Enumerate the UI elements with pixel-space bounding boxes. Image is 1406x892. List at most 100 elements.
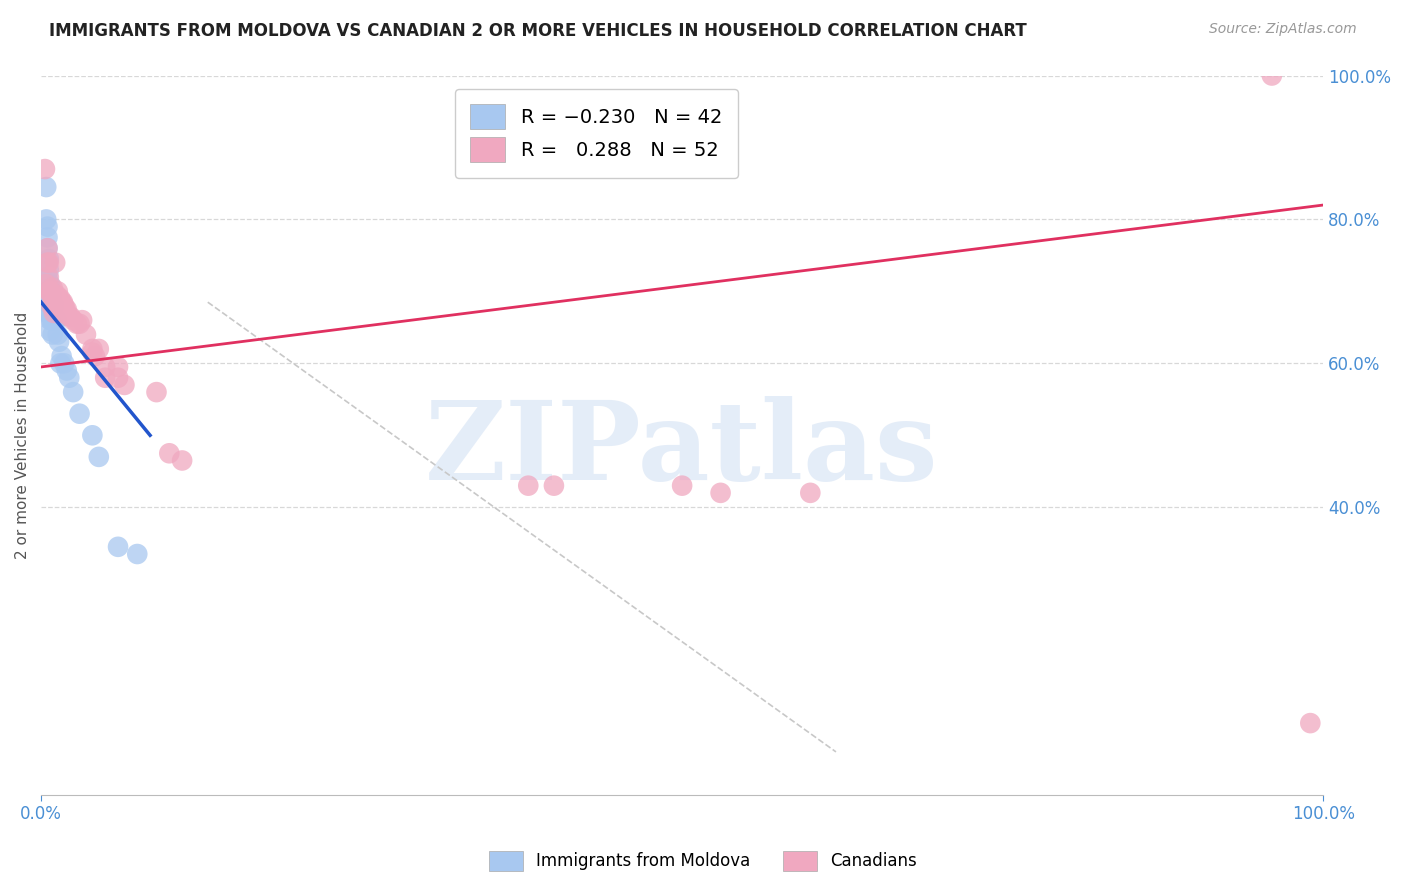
Point <box>46 285 69 299</box>
Point <box>41 313 63 327</box>
Point <box>114 378 136 392</box>
Point <box>69 407 91 421</box>
Point <box>37 219 59 234</box>
Point <box>145 385 167 400</box>
Point <box>37 241 59 255</box>
Point <box>59 310 82 324</box>
Point <box>37 288 59 302</box>
Point <box>42 306 65 320</box>
Y-axis label: 2 or more Vehicles in Household: 2 or more Vehicles in Household <box>15 311 30 559</box>
Point <box>51 295 73 310</box>
Point <box>42 313 65 327</box>
Text: IMMIGRANTS FROM MOLDOVA VS CANADIAN 2 OR MORE VEHICLES IN HOUSEHOLD CORRELATION : IMMIGRANTS FROM MOLDOVA VS CANADIAN 2 OR… <box>49 22 1026 40</box>
Point <box>62 313 84 327</box>
Point <box>38 277 60 292</box>
Point <box>671 478 693 492</box>
Point <box>42 299 65 313</box>
Point <box>39 313 62 327</box>
Point <box>41 281 63 295</box>
Point <box>82 428 104 442</box>
Point <box>46 327 69 342</box>
Point <box>41 313 63 327</box>
Point <box>799 486 821 500</box>
Point <box>107 370 129 384</box>
Point <box>42 295 65 310</box>
Point <box>38 306 60 320</box>
Point <box>75 327 97 342</box>
Point <box>35 212 58 227</box>
Point <box>82 342 104 356</box>
Point <box>172 453 194 467</box>
Point <box>41 299 63 313</box>
Point <box>35 180 58 194</box>
Point <box>44 313 66 327</box>
Point <box>39 285 62 299</box>
Point <box>35 277 58 292</box>
Point <box>48 299 70 313</box>
Point <box>39 299 62 313</box>
Point <box>49 292 72 306</box>
Point <box>70 313 93 327</box>
Text: ZIPatlas: ZIPatlas <box>426 396 939 503</box>
Legend: R = −0.230   N = 42, R =   0.288   N = 52: R = −0.230 N = 42, R = 0.288 N = 52 <box>454 89 738 178</box>
Point <box>107 359 129 374</box>
Point <box>41 299 63 313</box>
Point <box>45 299 67 313</box>
Point <box>710 486 733 500</box>
Point <box>38 262 60 277</box>
Point <box>38 252 60 266</box>
Point <box>94 370 117 384</box>
Point <box>69 317 91 331</box>
Point <box>55 363 77 377</box>
Point <box>87 450 110 464</box>
Point <box>52 295 75 310</box>
Point <box>41 299 63 313</box>
Point <box>55 302 77 317</box>
Point <box>543 478 565 492</box>
Point <box>37 230 59 244</box>
Point <box>53 356 76 370</box>
Point <box>82 345 104 359</box>
Point <box>37 270 59 285</box>
Point <box>66 317 89 331</box>
Point <box>38 270 60 285</box>
Point <box>87 342 110 356</box>
Point <box>38 292 60 306</box>
Legend: Immigrants from Moldova, Canadians: Immigrants from Moldova, Canadians <box>481 842 925 880</box>
Point <box>51 306 73 320</box>
Point <box>94 359 117 374</box>
Point <box>48 334 70 349</box>
Point <box>58 370 80 384</box>
Point <box>46 292 69 306</box>
Point <box>45 288 67 302</box>
Point <box>1299 716 1322 731</box>
Text: Source: ZipAtlas.com: Source: ZipAtlas.com <box>1209 22 1357 37</box>
Point <box>34 162 56 177</box>
Point <box>37 241 59 255</box>
Point <box>41 327 63 342</box>
Point <box>39 324 62 338</box>
Point <box>37 255 59 269</box>
Point <box>51 349 73 363</box>
Point <box>39 288 62 302</box>
Point <box>58 310 80 324</box>
Point <box>517 478 540 492</box>
Point <box>38 285 60 299</box>
Point <box>1261 69 1284 83</box>
Point <box>84 349 107 363</box>
Point <box>157 446 180 460</box>
Point <box>107 540 129 554</box>
Point <box>127 547 149 561</box>
Point <box>37 255 59 269</box>
Point <box>44 255 66 269</box>
Point <box>45 313 67 327</box>
Point <box>37 306 59 320</box>
Point <box>49 356 72 370</box>
Point <box>62 385 84 400</box>
Point <box>41 288 63 302</box>
Point <box>53 299 76 313</box>
Point <box>55 302 77 317</box>
Point <box>38 255 60 269</box>
Point <box>41 288 63 302</box>
Point <box>39 277 62 292</box>
